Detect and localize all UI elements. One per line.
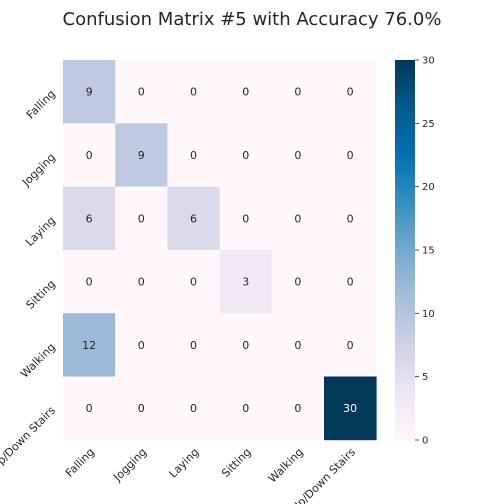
heatmap-cell (271, 376, 325, 441)
heatmap-cell (115, 123, 168, 187)
heatmap-cell (324, 376, 377, 441)
heatmap-cell (324, 249, 377, 314)
heatmap-cell (115, 376, 168, 441)
heatmap-cell (63, 376, 116, 441)
heatmap-cell (219, 186, 273, 251)
cell-value-label: 0 (86, 276, 93, 289)
cell-value-label: 0 (190, 276, 197, 289)
cell-value-label: 3 (242, 276, 249, 289)
heatmap-cell (324, 186, 377, 251)
heatmap-cell (271, 249, 325, 314)
cell-value-label: 0 (294, 402, 301, 415)
cell-value-label: 0 (242, 339, 249, 352)
x-tick-label: Laying (167, 446, 202, 481)
heatmap-cell (271, 313, 325, 377)
y-tick-label: Falling (24, 87, 58, 121)
heatmap-cell (115, 313, 168, 377)
cell-value-label: 0 (138, 86, 145, 99)
cell-value-label: 0 (190, 339, 197, 352)
colorbar-tick-label: 25 (422, 119, 435, 130)
cell-value-label: 0 (190, 402, 197, 415)
cell-value-label: 0 (138, 212, 145, 225)
y-tick-label: Up/Down Stairs (0, 404, 58, 473)
heatmap-cell (271, 186, 325, 251)
heatmap-cell (219, 313, 273, 377)
heatmap-cell (115, 60, 168, 124)
heatmap-cell (167, 60, 220, 124)
heatmap-cell (219, 249, 273, 314)
cell-value-label: 12 (82, 339, 96, 352)
cell-value-label: 0 (242, 149, 249, 162)
y-tick-label: Sitting (24, 277, 58, 311)
y-tick-label: Laying (23, 214, 58, 249)
chart-title: Confusion Matrix #5 with Accuracy 76.0% (63, 9, 442, 30)
cell-value-label: 0 (138, 339, 145, 352)
colorbar (395, 60, 415, 440)
heatmap-cell (219, 376, 273, 441)
y-tick-labels: Falling Jogging Laying Sitting Walking Up/Dow… (0, 87, 58, 473)
x-tick-labels: Falling Jogging Laying Sitting WalkingUp/Dow… (63, 445, 358, 504)
heatmap-cell (219, 123, 273, 187)
colorbar-tick-label: 30 (422, 56, 435, 67)
heatmap-cells: 9 0 0 0 0 00 9 0 0 0 06 0 6 0 0 00 0 0 3 0 012 0 0 0 0 00 0 0 0 0 30 (63, 60, 377, 441)
heatmap-cell (63, 249, 116, 314)
colorbar-tick-label: 20 (422, 182, 435, 193)
heatmap-cell (167, 123, 220, 187)
cell-value-label: 0 (86, 402, 93, 415)
cell-value-label: 0 (294, 86, 301, 99)
heatmap-cell (167, 376, 220, 441)
heatmap-cell (271, 123, 325, 187)
heatmap-cell (167, 186, 220, 251)
cell-value-label: 0 (294, 212, 301, 225)
cell-value-label: 0 (347, 276, 354, 289)
heatmap-cell (219, 60, 273, 124)
heatmap-cell (167, 249, 220, 314)
colorbar-ticks: 0 5 10 15 20 25 30 (415, 56, 435, 447)
heatmap-cell (63, 313, 116, 377)
cell-value-label: 0 (190, 149, 197, 162)
cell-value-label: 9 (138, 149, 145, 162)
cell-value-label: 6 (190, 212, 197, 225)
x-tick-label: Walking (266, 446, 306, 486)
y-tick-label: Walking (18, 341, 58, 381)
cell-value-label: 0 (242, 402, 249, 415)
heatmap-cell (324, 313, 377, 377)
x-tick-label: Jogging (110, 446, 149, 485)
colorbar-tick-label: 15 (422, 246, 435, 257)
colorbar-tick-label: 10 (422, 309, 435, 320)
heatmap-cell (115, 186, 168, 251)
heatmap-cell (271, 60, 325, 124)
cell-value-label: 9 (86, 86, 93, 99)
cell-value-label: 0 (347, 339, 354, 352)
heatmap-cell (63, 186, 116, 251)
cell-value-label: 0 (347, 212, 354, 225)
cell-value-label: 0 (242, 212, 249, 225)
cell-value-label: 30 (343, 402, 357, 415)
cell-value-label: 6 (86, 212, 93, 225)
heatmap-cell (167, 313, 220, 377)
cell-value-label: 0 (86, 149, 93, 162)
cell-value-label: 0 (190, 86, 197, 99)
cell-value-label: 0 (242, 86, 249, 99)
cell-value-label: 0 (347, 86, 354, 99)
cell-value-label: 0 (294, 149, 301, 162)
colorbar-tick-label: 5 (422, 372, 428, 383)
cell-value-label: 0 (138, 276, 145, 289)
heatmap-cell (324, 60, 377, 124)
x-tick-label: Falling (63, 446, 97, 480)
heatmap-cell (115, 249, 168, 314)
heatmap-cell (63, 60, 116, 124)
heatmap-cell (324, 123, 377, 187)
cell-value-label: 0 (294, 339, 301, 352)
y-tick-label: Jogging (19, 151, 58, 190)
colorbar-tick-label: 0 (422, 436, 428, 447)
x-tick-label: Sitting (219, 446, 253, 480)
cell-value-label: 0 (294, 276, 301, 289)
cell-value-label: 0 (347, 149, 354, 162)
heatmap-cell (63, 123, 116, 187)
cell-value-label: 0 (138, 402, 145, 415)
